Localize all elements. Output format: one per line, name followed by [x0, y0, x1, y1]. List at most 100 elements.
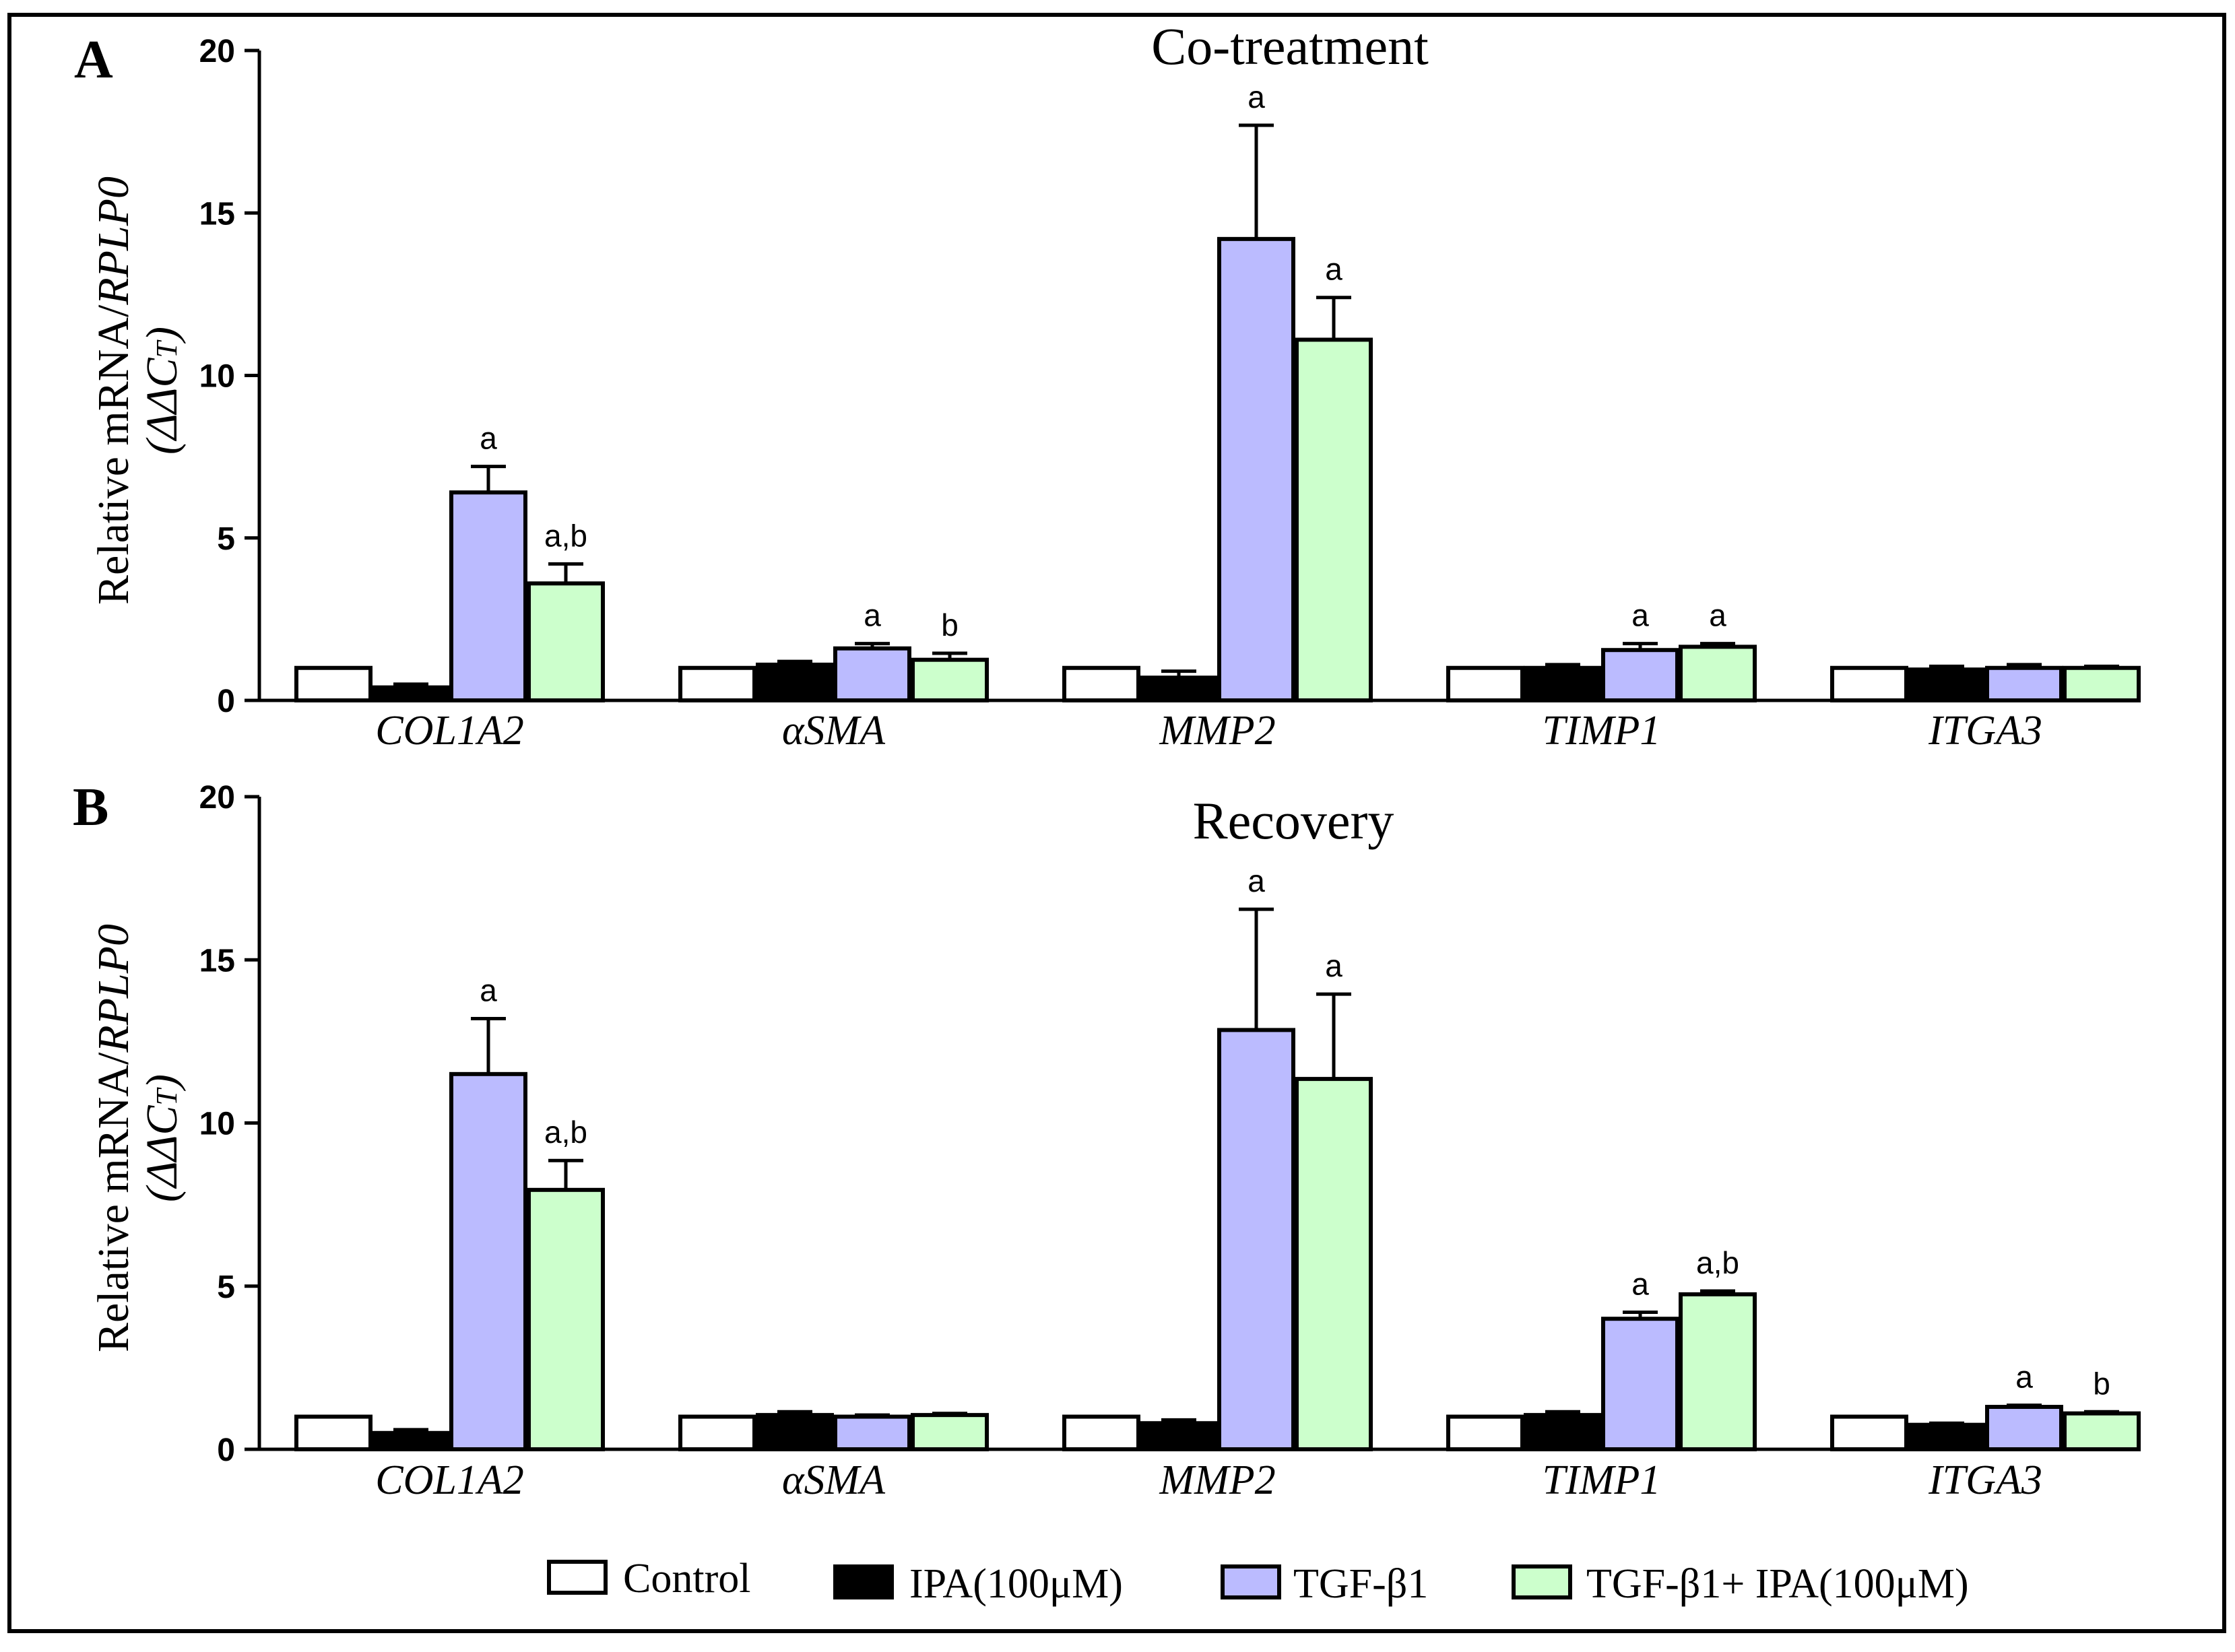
legend: Control IPA(100μM) TGF-β1 TGF-β1+ IPA(10… — [547, 1556, 1969, 1607]
panel-a-col1a2-tgf-1-bar — [449, 490, 527, 702]
panel-b-category-itga3: ITGA3 — [1928, 1457, 2042, 1503]
panel-b-y-axis-label-2-sub: T — [150, 1086, 183, 1105]
panel-b-y-axis-label-2-main: (ΔΔC — [137, 1105, 187, 1202]
panel-a-itga3-control-bar — [1830, 665, 1908, 702]
panel-a-col1a2-tgf-1-ipa-100-m-bar — [527, 581, 605, 702]
panel-b-timp1-ipa-100-m-bar — [1524, 1413, 1602, 1451]
panel-b-mmp2-tgf-1-ipa-100-m-bar — [1295, 1077, 1373, 1451]
legend-swatch-tgf-b1-ipa — [1512, 1564, 1572, 1599]
panel-b-ytick-label-10: 10 — [199, 1106, 235, 1142]
panel-b-category-timp1: TIMP1 — [1543, 1457, 1661, 1503]
panel-b-y-axis-label-2-close: ) — [137, 1074, 187, 1092]
panel-a-mmp2-ipa-100-m-bar — [1140, 675, 1218, 702]
panel-b-timp1-tgf-1-bar — [1601, 1317, 1679, 1451]
panel-a-col1a2-control-bar — [294, 665, 372, 702]
panel-b-col1a2-tgf-1-bar — [449, 1071, 527, 1451]
panel-a-category-itga3: ITGA3 — [1928, 708, 2042, 754]
panel-b-ytick-label-5: 5 — [217, 1269, 235, 1305]
panel-b-itga3-tgf-1-ipa-100-m-bar — [2063, 1411, 2141, 1452]
panel-b-timp1-tgf-1-sig-label: a — [1631, 1267, 1649, 1302]
panel-a: A Co-treatment Relative mRNA/RPLP0 (ΔΔCT… — [74, 17, 2141, 754]
panel-a-col1a2-tgf-1-ipa-100-m-sig-label: a,b — [544, 518, 587, 553]
panel-a-timp1-tgf-1-bar — [1601, 648, 1679, 703]
legend-label-tgf-b1: TGF-β1 — [1293, 1561, 1428, 1607]
panel-a-sma-ipa-100-m-bar — [756, 662, 834, 702]
panel-a-ytick-label-10: 10 — [199, 359, 235, 395]
legend-swatch-ipa — [833, 1564, 894, 1599]
panel-b-sma-tgf-1-bar — [833, 1414, 911, 1452]
panel-b-categories: COL1A2 αSMA MMP2 TIMP1 ITGA3 — [375, 1457, 2042, 1503]
panel-b-ytick-label-15: 15 — [199, 943, 235, 979]
panel-b-mmp2-tgf-1-sig-label: a — [1248, 863, 1265, 898]
panel-a-timp1-ipa-100-m-bar — [1524, 665, 1602, 702]
panel-a-timp1-tgf-1-ipa-100-m-sig-label: a — [1709, 598, 1726, 633]
panel-b-col1a2-tgf-1-ipa-100-m-bar — [527, 1187, 605, 1451]
panel-a-y-axis-label-prefix: Relative mRNA/ — [89, 304, 138, 605]
panel-a-title: Co-treatment — [1151, 17, 1429, 75]
panel-a-col1a2-ipa-100-m-bar — [372, 685, 450, 703]
panel-b-col1a2-control-bar — [294, 1414, 372, 1452]
panel-b-mmp2-ipa-100-m-bar — [1140, 1421, 1218, 1451]
figure-frame — [7, 13, 2226, 1633]
panel-a-sma-tgf-1-ipa-100-m-sig-label: b — [941, 607, 959, 642]
panel-a-mmp2-tgf-1-sig-label: a — [1248, 79, 1265, 114]
panel-b-sma-control-bar — [678, 1414, 756, 1452]
panel-a-mmp2-tgf-1-ipa-100-m-sig-label: a — [1325, 252, 1342, 287]
panel-b-category-col1a2: COL1A2 — [375, 1457, 523, 1503]
panel-a-ticks: 0 5 10 15 20 — [199, 34, 259, 719]
panel-a-col1a2-tgf-1-sig-label: a — [480, 421, 497, 456]
panel-a-timp1-tgf-1-sig-label: a — [1631, 598, 1649, 633]
panel-b-letter: B — [73, 778, 108, 837]
legend-label-control: Control — [623, 1556, 750, 1601]
panel-b-y-axis-label-2: (ΔΔCT) — [137, 1074, 187, 1202]
panel-b-itga3-control-bar — [1830, 1414, 1908, 1452]
panel-a-timp1-tgf-1-ipa-100-m-bar — [1679, 645, 1757, 703]
panel-b-ytick-label-20: 20 — [199, 780, 235, 816]
panel-b: B Recovery Relative mRNA/RPLP0 (ΔΔCT) 0 5… — [73, 778, 2141, 1503]
legend-label-ipa: IPA(100μM) — [909, 1561, 1123, 1607]
panel-b-y-axis-label-prefix: Relative mRNA/ — [89, 1052, 138, 1352]
panel-b-itga3-ipa-100-m-bar — [1908, 1422, 1986, 1452]
panel-a-ytick-label-5: 5 — [217, 521, 235, 557]
panel-b-itga3-tgf-1-ipa-100-m-sig-label: b — [2093, 1366, 2110, 1401]
panel-a-ytick-label-0: 0 — [217, 684, 235, 719]
panel-a-itga3-tgf-1-ipa-100-m-bar — [2063, 665, 2141, 702]
panel-b-itga3-tgf-1-sig-label: a — [2015, 1360, 2033, 1395]
panel-b-timp1-control-bar — [1446, 1414, 1524, 1452]
panel-b-timp1-tgf-1-ipa-100-m-sig-label: a,b — [1696, 1245, 1739, 1280]
panel-a-y-axis-label-2-close: ) — [137, 327, 187, 344]
legend-item-ipa: IPA(100μM) — [833, 1561, 1123, 1607]
panel-b-sma-tgf-1-ipa-100-m-bar — [911, 1413, 989, 1451]
panel-b-bars: a a,b a a a a,b a b — [294, 863, 2141, 1452]
panel-b-ytick-label-0: 0 — [217, 1432, 235, 1468]
legend-swatch-control — [547, 1560, 608, 1595]
panel-b-timp1-tgf-1-ipa-100-m-bar — [1679, 1292, 1757, 1452]
panel-a-sma-control-bar — [678, 665, 756, 702]
panel-a-sma-tgf-1-sig-label: a — [864, 598, 881, 633]
panel-a-timp1-control-bar — [1446, 665, 1524, 702]
legend-item-tgf-b1-ipa: TGF-β1+ IPA(100μM) — [1512, 1561, 1969, 1607]
panel-a-letter: A — [74, 30, 113, 90]
panel-a-category-mmp2: MMP2 — [1159, 708, 1275, 754]
panel-a-mmp2-control-bar — [1062, 665, 1140, 702]
panel-b-mmp2-tgf-1-ipa-100-m-sig-label: a — [1325, 948, 1342, 983]
panel-a-itga3-ipa-100-m-bar — [1908, 667, 1986, 702]
panel-a-sma-tgf-1-ipa-100-m-bar — [911, 657, 989, 702]
legend-item-control: Control — [547, 1556, 750, 1601]
panel-a-category-col1a2: COL1A2 — [375, 708, 523, 754]
panel-a-y-axis-label-2-main: (ΔΔC — [137, 358, 187, 455]
panel-b-mmp2-control-bar — [1062, 1414, 1140, 1452]
panel-a-mmp2-tgf-1-ipa-100-m-bar — [1295, 337, 1373, 702]
panel-b-col1a2-tgf-1-ipa-100-m-sig-label: a,b — [544, 1115, 587, 1150]
legend-label-tgf-b1-ipa: TGF-β1+ IPA(100μM) — [1586, 1561, 1969, 1607]
panel-b-title: Recovery — [1193, 791, 1394, 850]
panel-b-ticks: 0 5 10 15 20 — [199, 780, 259, 1468]
panel-a-categories: COL1A2 αSMA MMP2 TIMP1 ITGA3 — [375, 708, 2042, 754]
panel-a-itga3-tgf-1-bar — [1985, 665, 2063, 702]
panel-b-col1a2-tgf-1-sig-label: a — [480, 972, 497, 1007]
panel-a-category-sma: αSMA — [782, 708, 886, 754]
panel-b-mmp2-tgf-1-bar — [1217, 1028, 1295, 1451]
panel-a-y-axis-label-2: (ΔΔCT) — [137, 327, 187, 455]
panel-b-category-mmp2: MMP2 — [1159, 1457, 1275, 1503]
